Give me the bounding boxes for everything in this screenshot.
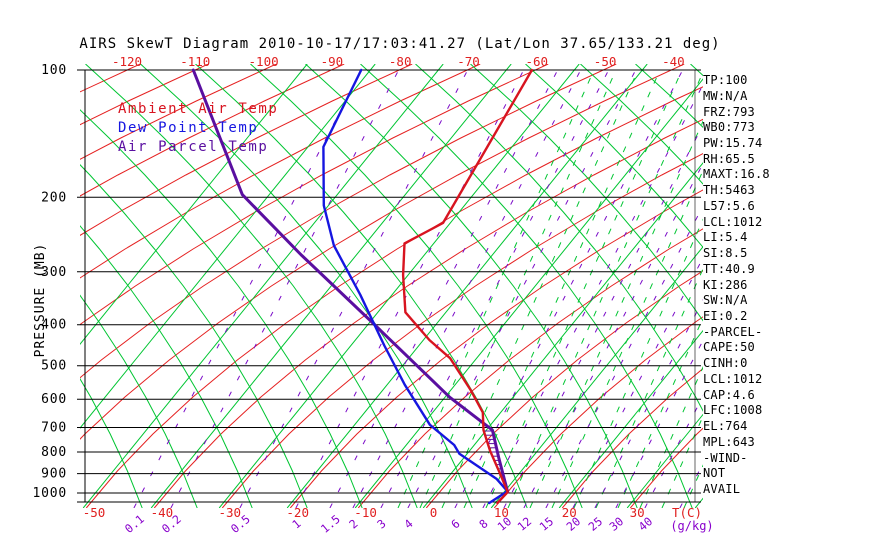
stat-line: MW:N/A bbox=[703, 88, 748, 103]
stat-line: KI:286 bbox=[703, 277, 748, 292]
green-diagonal-lines bbox=[80, 64, 703, 508]
stat-line: TT:40.9 bbox=[703, 261, 755, 276]
top-temp-tick-label: -80 bbox=[389, 54, 412, 69]
mixing-ratio-tick-label: 3 bbox=[374, 516, 388, 531]
top-temp-tick-label: -70 bbox=[457, 54, 480, 69]
pressure-axis-title: PRESSURE (MB) bbox=[33, 243, 48, 358]
stat-line: LCL:1012 bbox=[703, 214, 763, 229]
pressure-tick-label: 100 bbox=[41, 63, 67, 78]
bottom-temp-tick-label: -50 bbox=[83, 505, 106, 520]
stat-line: MPL:643 bbox=[703, 434, 755, 449]
legend-air-parcel-temp: Air Parcel Temp bbox=[118, 139, 269, 155]
stat-line: CINH:0 bbox=[703, 356, 748, 371]
stat-line: LFC:1008 bbox=[703, 403, 763, 418]
stat-line: -WIND- bbox=[703, 450, 748, 465]
stat-line: LI:5.4 bbox=[703, 230, 748, 245]
page-title: AIRS SkewT Diagram 2010-10-17/17:03:41.2… bbox=[79, 36, 721, 52]
mixing-ratio-tick-label: 8 bbox=[476, 516, 490, 531]
stat-line: SW:N/A bbox=[703, 293, 748, 308]
mixing-ratio-tick-label: 4 bbox=[401, 516, 415, 531]
pressure-tick-label: 400 bbox=[41, 318, 67, 333]
legend-dew-point-temp: Dew Point Temp bbox=[118, 120, 259, 136]
stat-line: CAP:4.6 bbox=[703, 387, 755, 402]
ambient-temp-curve bbox=[401, 68, 534, 505]
stat-line: MAXT:16.8 bbox=[703, 167, 770, 182]
dew-point-curve bbox=[322, 68, 509, 505]
temp-axis-unit: T(C) bbox=[672, 505, 702, 520]
stat-line: AVAIL bbox=[703, 482, 741, 496]
mixing-ratio-lines bbox=[133, 64, 703, 508]
isotherm-lines bbox=[80, 64, 703, 508]
stat-line: FRZ:793 bbox=[703, 104, 755, 119]
bottom-temp-tick-label: 20 bbox=[562, 505, 577, 520]
bottom-temp-tick-label: 30 bbox=[630, 505, 645, 520]
bottom-temp-tick-label: 10 bbox=[494, 505, 509, 520]
moist-adiabat-lines bbox=[397, 69, 703, 508]
parcel-temp-curve bbox=[191, 68, 510, 494]
top-temp-tick-label: -100 bbox=[249, 54, 279, 69]
mixing-ratio-tick-label: 1.5 bbox=[318, 512, 343, 536]
bottom-temp-tick-label: -30 bbox=[219, 505, 242, 520]
top-temp-labels: -120 -110 -100 -90 -80 -70 -60 -50 -40 bbox=[112, 54, 685, 69]
top-temp-tick-label: -120 bbox=[112, 54, 142, 69]
bottom-temp-tick-label: -20 bbox=[286, 505, 309, 520]
bottom-temp-tick-label: 0 bbox=[430, 505, 438, 520]
bottom-temp-tick-label: -40 bbox=[151, 505, 174, 520]
pressure-tick-label: 300 bbox=[41, 265, 67, 280]
pressure-lines bbox=[77, 69, 701, 503]
top-temp-tick-label: -50 bbox=[594, 54, 617, 69]
mixing-ratio-tick-label: 30 bbox=[607, 514, 627, 534]
bottom-temp-labels: -50 -40 -30 -20 -10 0 10 20 30 T(C) bbox=[83, 505, 702, 520]
stat-line: PW:15.74 bbox=[703, 135, 763, 150]
legend-ambient-air-temp: Ambient Air Temp bbox=[118, 101, 279, 117]
pressure-tick-label: 800 bbox=[41, 445, 67, 460]
stat-line: EL:764 bbox=[703, 419, 748, 434]
mixing-ratio-tick-label: 0.1 bbox=[122, 512, 147, 536]
pressure-tick-label: 500 bbox=[41, 359, 67, 374]
mixing-ratio-tick-label: 25 bbox=[586, 514, 606, 534]
mixing-ratio-unit: (g/kg) bbox=[670, 519, 713, 533]
stat-line: LCL:1012 bbox=[703, 371, 763, 386]
pressure-tick-label: 200 bbox=[41, 190, 67, 205]
y-axis-title: PRESSURE (MB) bbox=[33, 243, 48, 358]
stat-line: NOT bbox=[703, 466, 726, 481]
mixing-ratio-tick-label: 12 bbox=[515, 514, 535, 534]
pressure-axis-labels: 100 200 300 400 500 600 700 800 900 1000 bbox=[32, 63, 67, 501]
top-temp-tick-label: -90 bbox=[321, 54, 344, 69]
stat-line: SI:8.5 bbox=[703, 246, 748, 260]
bottom-temp-tick-label: -10 bbox=[354, 505, 377, 520]
stat-line: RH:65.5 bbox=[703, 151, 755, 166]
pressure-tick-label: 1000 bbox=[32, 486, 67, 501]
top-temp-tick-label: -60 bbox=[526, 54, 549, 69]
stat-line: EI:0.2 bbox=[703, 309, 748, 323]
stat-line: TH:5463 bbox=[703, 183, 755, 198]
pressure-tick-label: 600 bbox=[41, 392, 67, 407]
mixing-ratio-tick-label: 15 bbox=[537, 514, 557, 534]
mixing-ratio-labels: 0.1 0.2 0.5 1 1.5 2 3 4 6 8 10 12 15 20 25 30 40 (g/kg) bbox=[122, 512, 714, 536]
mixing-ratio-tick-label: 6 bbox=[448, 516, 462, 531]
stat-line: -PARCEL- bbox=[703, 324, 763, 339]
pressure-tick-label: 700 bbox=[41, 420, 67, 435]
pressure-tick-label: 900 bbox=[41, 467, 67, 482]
stat-line: L57:5.6 bbox=[703, 198, 755, 213]
stat-line: WB0:773 bbox=[703, 120, 755, 135]
top-temp-tick-label: -40 bbox=[662, 54, 685, 69]
top-temp-tick-label: -110 bbox=[180, 54, 210, 69]
stat-line: CAPE:50 bbox=[703, 340, 755, 355]
stat-line: TP:100 bbox=[703, 73, 748, 87]
